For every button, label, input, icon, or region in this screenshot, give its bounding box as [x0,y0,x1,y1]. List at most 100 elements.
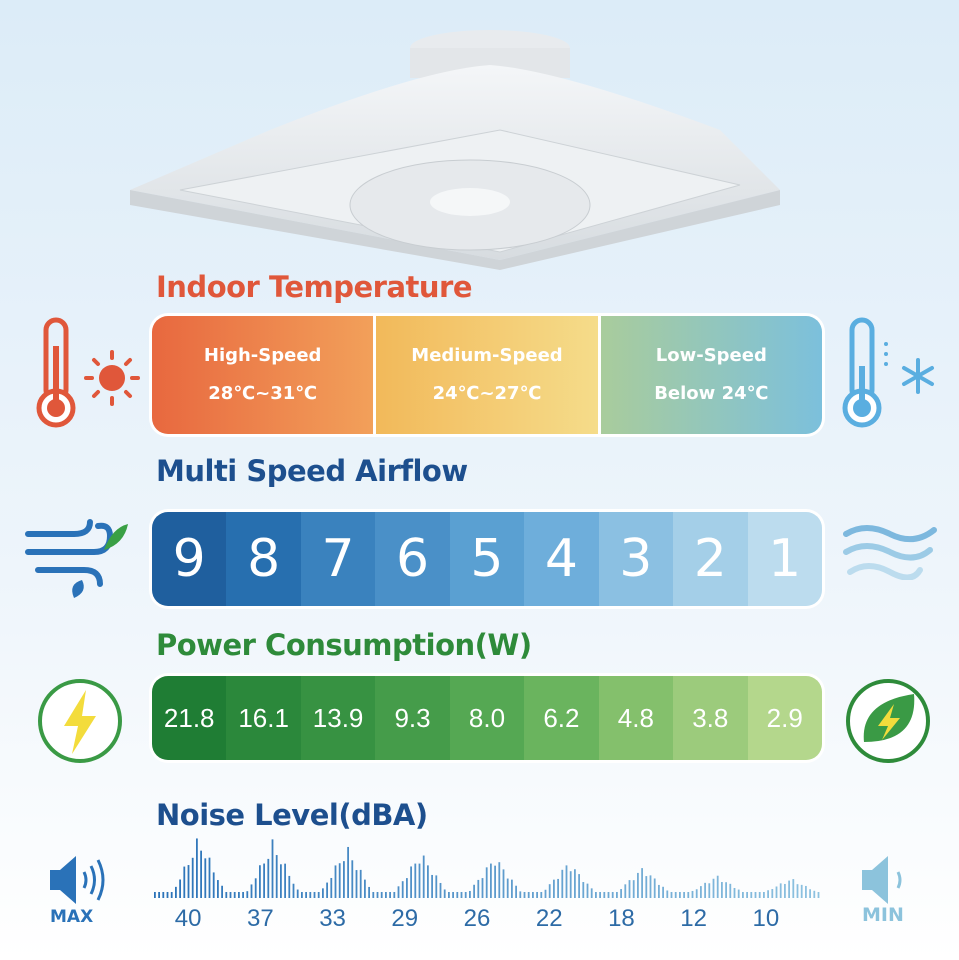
waveform-bar [662,886,664,898]
waveform-bar [162,892,165,898]
waveform-bar [645,876,648,898]
waveform-bar [679,892,681,898]
waveform-bar [326,882,328,898]
waveform-bar [511,879,513,898]
waveform-bar [746,892,748,898]
waveform-bar [322,888,324,898]
waveform-bar [574,869,576,898]
temp-segment-high: High-Speed 28℃~31℃ [152,316,374,434]
temp-segment-low: Low-Speed Below 24℃ [597,316,822,434]
waveform-bar [691,890,694,898]
ceiling-fan-image [130,30,780,270]
waveform-bar [494,865,496,898]
waveform-bar [305,892,307,898]
waveform-bar [712,878,715,898]
waveform-bar [544,889,547,898]
waveform-bar [166,892,169,898]
waveform-bar [527,892,530,898]
waveform-bar [347,846,349,898]
airflow-speed-4: 4 [524,512,599,606]
waveform-bar [431,874,433,898]
lightning-gauge-icon [38,679,122,763]
waveform-bar [217,880,219,898]
waveform-bar [456,892,459,898]
airflow-speed-7: 7 [300,512,376,606]
waveform-bar [435,875,438,898]
waveform-bar [175,886,177,898]
waveform-bar [763,892,765,898]
waveform-bar [540,892,543,898]
waveform-bar [225,892,228,898]
waveform-bar [242,892,244,898]
waveform-bar [330,877,333,898]
segment-label: High-Speed [203,345,322,366]
waveform-bar [452,892,454,898]
waveform-bar [477,879,480,898]
waveform-bar [233,892,236,898]
waveform-bar [385,892,387,898]
waveform-bar [506,878,509,898]
waveform-bar [725,882,727,898]
waveform-bar [754,892,757,898]
waveform-bar [397,886,400,898]
waveform-bar [737,889,740,898]
waveform-bar [259,865,261,898]
waveform-bar [406,878,408,898]
thermometer-cold-icon [842,317,934,428]
waveform-bar [519,891,522,898]
noise-value: 22 [535,905,563,932]
speaker-quiet-icon [862,856,902,904]
waveform-bar [410,866,412,898]
airflow-speed-6: 6 [375,512,450,606]
waveform-bar [179,879,181,898]
waveform-bar [418,863,421,898]
waveform-bar [355,870,358,898]
waveform-bar [805,885,807,898]
waveform-bar [788,880,790,898]
waveform-bar [624,884,627,898]
airflow-speed-3: 3 [598,512,674,606]
wind-leaf-icon [25,519,128,598]
waveform-bar [380,892,383,898]
noise-value: 26 [463,905,491,932]
waveform-bar [208,857,211,898]
waveform-bar [569,871,572,898]
noise-value: 37 [246,905,274,932]
power-bar: 21.8 16.1 13.9 9.3 8.0 6.2 4.8 3.8 2.9 [152,676,822,760]
waveform-bar [359,869,362,898]
power-value: 4.8 [598,676,674,760]
waveform-bar [716,875,719,898]
power-value: 8.0 [449,676,525,760]
waveform-bar [695,889,698,898]
waveform-bar [700,886,702,898]
waveform-bar [775,886,778,898]
waveform-bar [183,866,186,898]
noise-value: 10 [752,905,780,932]
waveform-bar [536,892,538,898]
waveform-bar [553,879,555,898]
waveform-bar [485,867,488,898]
noise-value: 18 [608,905,635,932]
waveform-bar [599,892,601,898]
waveform-bar [334,865,337,898]
waveform-bar [561,869,564,898]
segment-range: 24℃~27℃ [432,383,542,404]
waveform-bar [317,892,320,898]
waveform-bar [414,863,417,898]
thermometer-hot-icon [36,317,140,428]
waveform-bar [313,892,316,898]
waveform-bar [196,838,198,898]
waveform-bar [670,892,673,898]
waveform-bar [628,880,631,898]
waveform-bar [187,865,190,898]
waveform-bar [817,892,820,898]
waveform-bar [590,888,593,898]
min-label: MIN [862,904,904,926]
waveform-bar [288,875,291,898]
waveform-bar [616,892,618,898]
waveform-bar [267,858,270,898]
waveform-bar [742,892,744,898]
waveform-bar [721,882,723,898]
waveform-bar [448,892,450,898]
